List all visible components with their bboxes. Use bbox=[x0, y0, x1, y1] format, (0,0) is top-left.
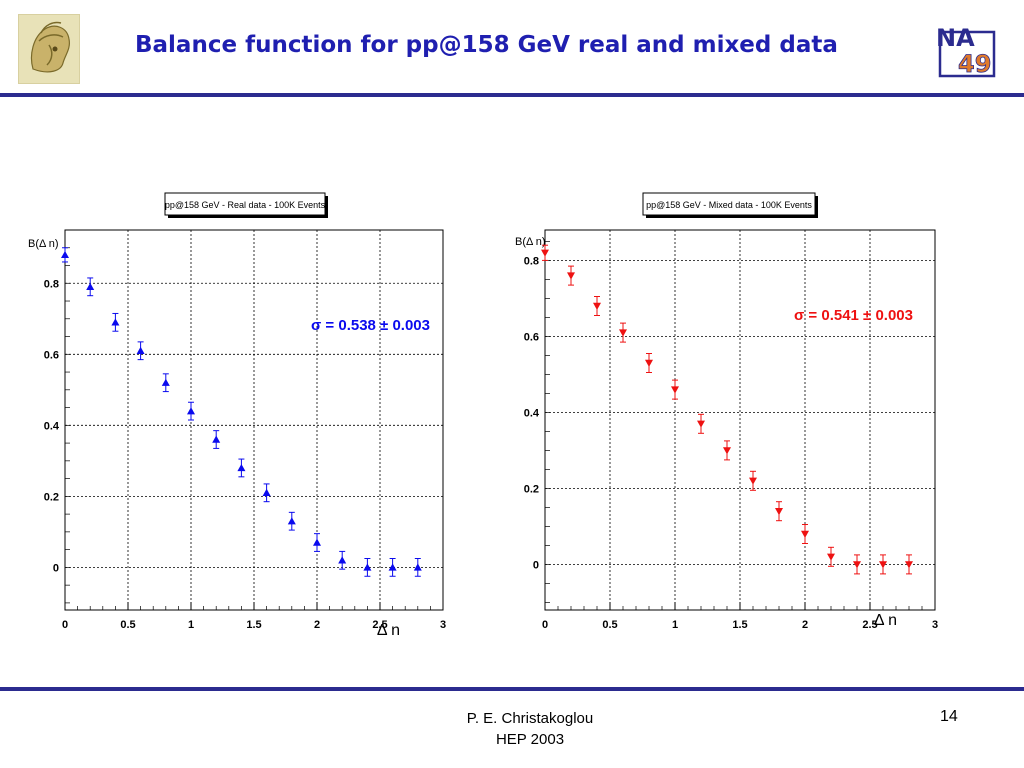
data-point bbox=[801, 530, 809, 538]
x-tick-label: 0.5 bbox=[602, 619, 617, 631]
x-axis-label: Δ n bbox=[377, 622, 400, 639]
data-point bbox=[697, 420, 705, 428]
x-tick-label: 2.5 bbox=[372, 619, 387, 631]
x-tick-label: 1.5 bbox=[732, 619, 747, 631]
y-tick-label: 0.2 bbox=[524, 483, 539, 495]
chart-mixed-svg: 0 0.5 1 1.5 2 2.5 3 0 0.2 0.4 0.6 0.8 pp@158 GeV - M… bbox=[515, 192, 938, 631]
y-tick-label: 0.2 bbox=[44, 491, 59, 503]
data-point bbox=[237, 463, 246, 472]
na49-logo-icon: NA 49 bbox=[934, 22, 1000, 80]
chart-title: pp@158 GeV - Mixed data - 100K Events bbox=[646, 200, 812, 210]
logo-text-na: NA bbox=[936, 24, 975, 52]
data-point bbox=[136, 346, 145, 354]
data-point bbox=[388, 563, 397, 571]
data-point bbox=[413, 563, 422, 571]
x-tick-label: 3 bbox=[932, 619, 938, 631]
x-tick-label: 1 bbox=[188, 619, 194, 631]
x-tick-label: 1.5 bbox=[246, 619, 261, 631]
data-point bbox=[313, 538, 321, 546]
data-point bbox=[212, 435, 221, 443]
title-box bbox=[642, 192, 816, 216]
data-point bbox=[287, 517, 296, 525]
data-point bbox=[61, 250, 69, 259]
data-point bbox=[853, 561, 861, 569]
y-tick-label: 0.4 bbox=[524, 407, 540, 419]
y-tick-label: 0.8 bbox=[524, 255, 539, 267]
chart-mixed-data: 0 0.5 1 1.5 2 2.5 3 0 0.2 0.4 0.6 0.8 pp@158 GeV - M… bbox=[505, 185, 965, 645]
sigma-annotation: σ = 0.541 ± 0.003 bbox=[794, 307, 913, 324]
slide-title: Balance function for pp@158 GeV real and… bbox=[135, 32, 838, 58]
data-point bbox=[541, 249, 549, 257]
data-point bbox=[111, 318, 120, 326]
data-point bbox=[749, 477, 757, 485]
x-tick-label: 2 bbox=[314, 619, 320, 631]
data-point bbox=[262, 488, 271, 497]
logo-text-49: 49 bbox=[958, 50, 991, 78]
chart-title: pp@158 GeV - Real data - 100K Events bbox=[165, 200, 326, 210]
data-point bbox=[187, 407, 195, 415]
data-point bbox=[645, 359, 653, 367]
data-point bbox=[619, 329, 627, 337]
data-point bbox=[567, 272, 575, 280]
x-tick-label: 1 bbox=[672, 619, 678, 631]
data-point bbox=[671, 386, 679, 394]
data-point bbox=[723, 447, 731, 455]
data-point bbox=[86, 282, 95, 291]
y-axis-label: B(Δ n) bbox=[28, 238, 59, 250]
x-tick-label: 0 bbox=[542, 619, 548, 631]
helmet-emblem-icon bbox=[18, 14, 80, 84]
chart-real-svg: 0 0.5 1 1.5 2 2.5 3 0 0.2 0.4 0.6 0.8 pp@158 GeV - R… bbox=[28, 192, 446, 639]
data-point bbox=[593, 302, 601, 310]
data-point bbox=[827, 553, 835, 561]
page-number: 14 bbox=[940, 708, 958, 725]
footer-conference: HEP 2003 bbox=[495, 731, 565, 748]
title-box bbox=[164, 192, 326, 216]
header-divider bbox=[0, 93, 1024, 97]
y-tick-label: 0.6 bbox=[44, 349, 59, 361]
data-point bbox=[879, 561, 887, 569]
data-point bbox=[363, 563, 372, 571]
data-point bbox=[161, 378, 170, 386]
x-tick-label: 2 bbox=[802, 619, 808, 631]
x-tick-label: 0.5 bbox=[120, 619, 135, 631]
footer-divider bbox=[0, 687, 1024, 691]
x-tick-label: 0 bbox=[62, 619, 68, 631]
y-tick-label: 0 bbox=[533, 559, 539, 571]
y-tick-label: 0.6 bbox=[524, 331, 539, 343]
y-tick-label: 0.8 bbox=[44, 278, 59, 290]
data-point bbox=[338, 556, 347, 564]
data-point bbox=[775, 508, 783, 516]
x-tick-label: 3 bbox=[440, 619, 446, 631]
footer-credit: P. E. Christakoglou HEP 2003 bbox=[420, 708, 640, 750]
y-axis-label: B(Δ n) bbox=[515, 236, 546, 248]
data-point bbox=[905, 561, 913, 569]
chart-real-data: 0 0.5 1 1.5 2 2.5 3 0 0.2 0.4 0.6 0.8 pp@158 GeV - R… bbox=[20, 185, 480, 645]
footer-author: P. E. Christakoglou bbox=[466, 710, 594, 727]
x-tick-label: 2.5 bbox=[862, 619, 877, 631]
x-axis-label: Δ n bbox=[874, 612, 897, 629]
y-tick-label: 0 bbox=[53, 562, 59, 574]
y-tick-label: 0.4 bbox=[44, 420, 60, 432]
sigma-annotation: σ = 0.538 ± 0.003 bbox=[311, 317, 430, 334]
